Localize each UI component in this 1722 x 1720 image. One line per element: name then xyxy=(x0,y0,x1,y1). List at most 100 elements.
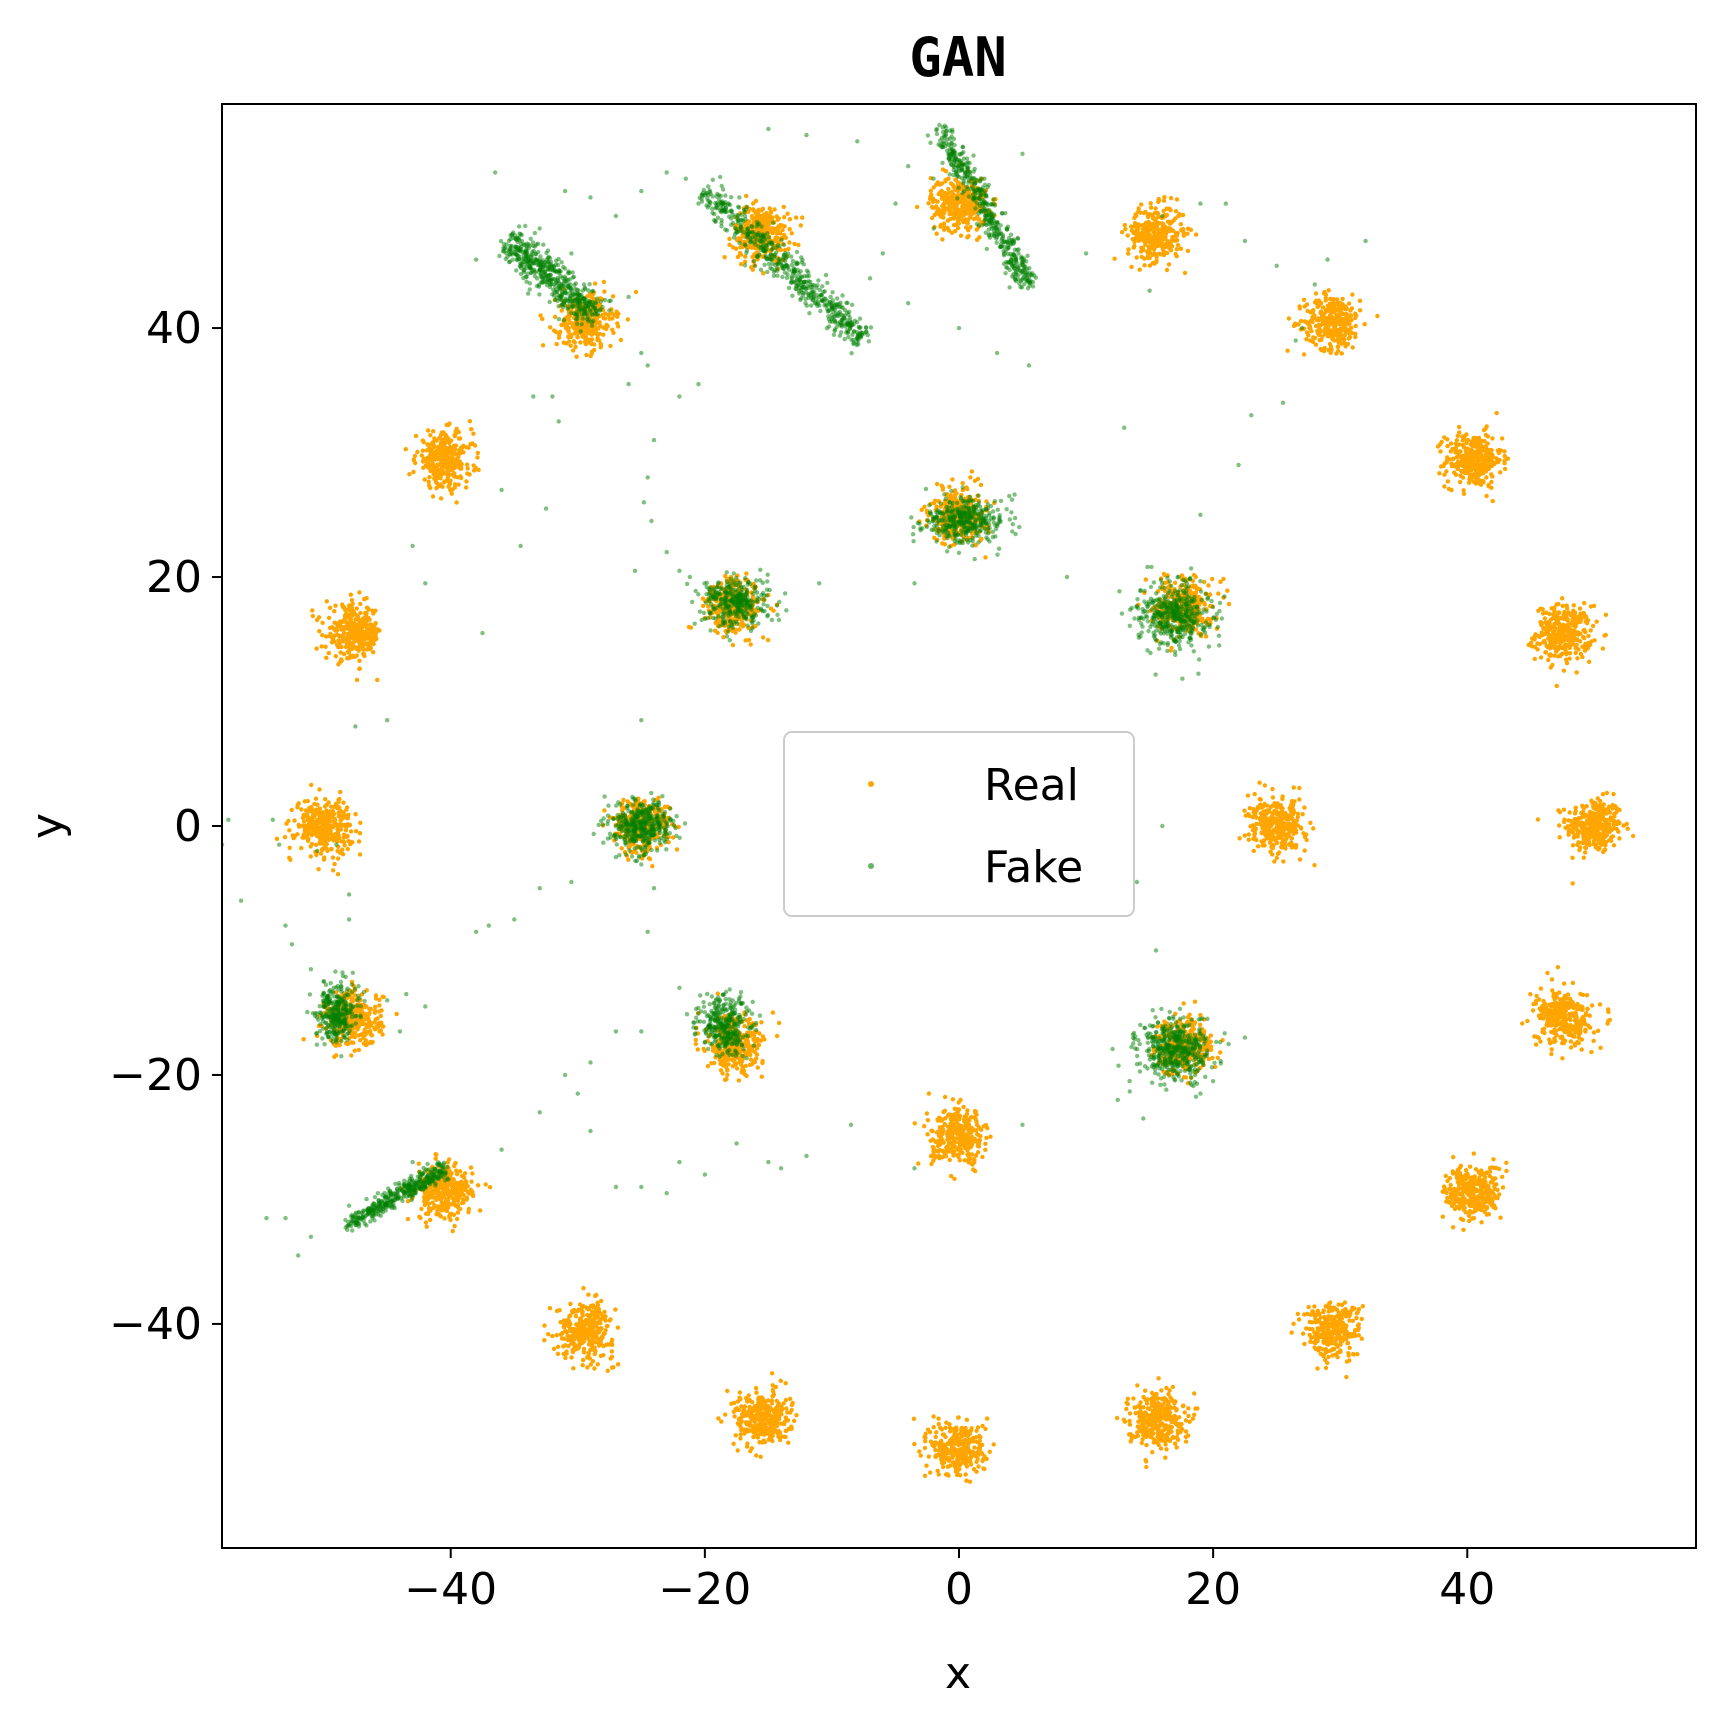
real-point xyxy=(593,1293,598,1299)
real-point xyxy=(1479,448,1484,453)
real-point xyxy=(1582,600,1587,606)
real-point xyxy=(1462,464,1468,469)
real-point xyxy=(435,462,441,468)
real-point xyxy=(323,644,328,649)
real-point xyxy=(368,625,373,631)
real-point xyxy=(1165,226,1171,231)
real-point xyxy=(582,339,588,344)
real-point xyxy=(487,1185,493,1190)
real-point xyxy=(314,833,320,839)
real-point xyxy=(1318,317,1323,322)
real-point xyxy=(337,850,343,855)
real-point xyxy=(1457,479,1463,485)
real-point xyxy=(754,209,759,214)
real-point xyxy=(326,650,331,656)
real-point xyxy=(330,625,335,630)
real-point xyxy=(741,1427,747,1432)
real-point xyxy=(332,823,337,828)
real-point xyxy=(309,832,314,838)
real-point xyxy=(424,455,430,461)
real-point xyxy=(1448,441,1454,446)
real-point xyxy=(719,1419,724,1424)
real-point xyxy=(578,340,583,345)
real-point xyxy=(555,1351,561,1357)
real-point xyxy=(439,461,445,466)
real-point xyxy=(1489,472,1494,477)
real-point xyxy=(345,649,351,654)
real-point xyxy=(1138,210,1143,215)
real-point xyxy=(1311,335,1316,340)
real-point xyxy=(1552,608,1557,614)
real-point xyxy=(348,592,353,597)
real-point xyxy=(776,1417,782,1422)
real-point xyxy=(423,1220,429,1225)
real-point xyxy=(984,1456,989,1462)
real-point xyxy=(325,848,330,854)
real-point xyxy=(1554,683,1560,689)
real-point xyxy=(1578,821,1583,826)
real-point xyxy=(580,1340,585,1346)
real-point xyxy=(1346,301,1352,306)
real-point xyxy=(787,1396,793,1402)
real-point xyxy=(1332,326,1337,331)
real-point xyxy=(354,677,360,683)
real-point xyxy=(1588,628,1593,633)
real-point xyxy=(1594,619,1599,624)
real-point xyxy=(1310,319,1315,325)
real-point xyxy=(375,627,380,632)
real-point xyxy=(448,1172,453,1177)
real-point xyxy=(447,1213,452,1219)
real-point xyxy=(1587,820,1593,826)
real-point xyxy=(757,1440,762,1445)
real-point xyxy=(1335,338,1341,343)
real-point xyxy=(1552,621,1557,627)
real-point xyxy=(1349,306,1355,311)
real-point xyxy=(349,1053,354,1058)
real-point xyxy=(1532,656,1538,662)
real-point xyxy=(568,343,573,348)
real-point xyxy=(431,1190,436,1196)
real-point xyxy=(1573,833,1578,839)
real-point xyxy=(1580,654,1585,660)
real-point xyxy=(463,1185,468,1190)
real-point xyxy=(1161,198,1167,203)
real-point xyxy=(329,832,334,837)
real-point xyxy=(1445,479,1451,484)
real-point xyxy=(1156,227,1161,232)
real-point xyxy=(542,1323,547,1328)
real-point xyxy=(1487,448,1493,453)
real-point xyxy=(1375,313,1380,319)
real-point xyxy=(737,1390,742,1395)
real-point xyxy=(772,1418,778,1424)
real-point xyxy=(1602,824,1608,829)
real-point xyxy=(770,1383,775,1388)
real-point xyxy=(1484,493,1489,499)
real-point xyxy=(321,857,327,862)
real-point xyxy=(1476,444,1482,450)
real-point xyxy=(745,1398,750,1403)
real-point xyxy=(295,805,300,810)
real-point xyxy=(1165,239,1170,244)
real-point xyxy=(332,620,337,625)
real-point xyxy=(365,643,371,648)
real-point xyxy=(1357,308,1363,313)
real-point xyxy=(1573,805,1578,810)
real-point xyxy=(949,198,954,203)
real-point xyxy=(615,1362,621,1367)
real-point xyxy=(781,204,786,210)
real-point xyxy=(1334,297,1340,302)
real-point xyxy=(309,782,314,788)
real-point xyxy=(427,483,432,488)
real-point xyxy=(1323,298,1328,303)
real-point xyxy=(633,289,639,295)
real-point xyxy=(296,822,301,828)
real-point xyxy=(598,1326,603,1331)
real-point xyxy=(430,1200,435,1205)
real-point xyxy=(354,606,359,611)
real-point xyxy=(1318,323,1323,328)
real-point xyxy=(310,608,315,613)
real-point xyxy=(584,1306,590,1311)
real-point xyxy=(1157,232,1163,237)
real-point xyxy=(593,1320,599,1325)
real-point xyxy=(566,334,571,339)
